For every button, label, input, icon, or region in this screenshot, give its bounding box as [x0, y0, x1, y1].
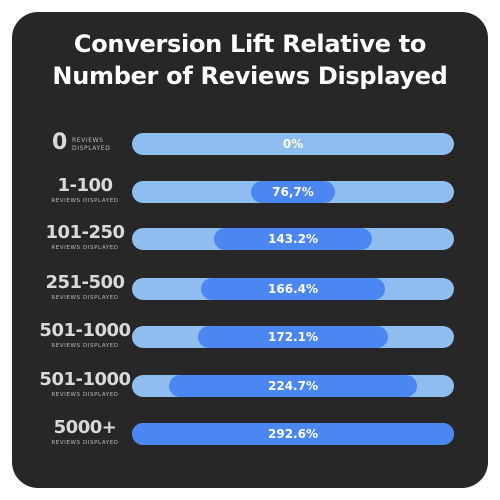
bar-track: 292.6%: [132, 423, 454, 445]
category-tick-label: 0: [52, 130, 67, 155]
category-sublabel: REVIEWS DISPLAYED: [51, 392, 119, 398]
bar-row: 501-1000 REVIEWS DISPLAYED 224.7%: [0, 369, 500, 399]
data-label: 292.6%: [268, 427, 318, 441]
bar: [198, 326, 388, 348]
category-sublabel: REVIEWS DISPLAYED: [51, 198, 119, 204]
chart-title-line-2: Number of Reviews Displayed: [52, 62, 448, 90]
bar: [201, 278, 385, 300]
bar-track: 0%: [132, 133, 454, 155]
bar-row: 5000+ REVIEWS DISPLAYED 292.6%: [0, 417, 500, 447]
category-tick-label: 501-1000: [39, 320, 131, 341]
data-label: 172.1%: [268, 330, 318, 344]
chart-title: Conversion Lift Relative to Number of Re…: [0, 28, 500, 92]
category-label: 101-250 REVIEWS DISPLAYED: [38, 222, 132, 258]
bar-row: 0 REVIEWS DISPLAYED 0%: [0, 132, 500, 157]
category-sublabel: REVIEWS DISPLAYED: [51, 440, 119, 446]
category-label: 5000+ REVIEWS DISPLAYED: [38, 417, 132, 453]
bar-track: 224.7%: [132, 375, 454, 397]
data-label: 0%: [282, 137, 304, 151]
chart-card: [12, 12, 488, 488]
category-label: 251-500 REVIEWS DISPLAYED: [38, 272, 132, 308]
data-label: 166.4%: [268, 282, 318, 296]
bar: [132, 423, 454, 445]
bar-row: 1-100 REVIEWS DISPLAYED 76,7%: [0, 175, 500, 205]
bar: [250, 181, 336, 203]
bar-track: 76,7%: [132, 181, 454, 203]
bar-row: 101-250 REVIEWS DISPLAYED 143.2%: [0, 222, 500, 252]
category-label: 501-1000 REVIEWS DISPLAYED: [38, 369, 132, 405]
category-tick-label: 501-1000: [39, 369, 131, 390]
bar-row: 501-1000 REVIEWS DISPLAYED 172.1%: [0, 320, 500, 350]
bar-track: 166.4%: [132, 278, 454, 300]
data-label: 76,7%: [272, 185, 314, 199]
data-label: 224.7%: [268, 379, 318, 393]
category-tick-label: 101-250: [45, 222, 125, 243]
category-tick-label: 251-500: [45, 272, 125, 293]
category-label: 0 REVIEWS DISPLAYED: [38, 127, 132, 163]
data-label: 143.2%: [268, 232, 318, 246]
bar-row: 251-500 REVIEWS DISPLAYED 166.4%: [0, 272, 500, 302]
chart-title-line-1: Conversion Lift Relative to: [73, 30, 427, 58]
category-sublabel: REVIEWS DISPLAYED: [72, 137, 111, 152]
bar-track: 172.1%: [132, 326, 454, 348]
category-sublabel: REVIEWS DISPLAYED: [51, 245, 119, 251]
category-sublabel: REVIEWS DISPLAYED: [51, 343, 119, 349]
category-tick-label: 5000+: [53, 417, 117, 438]
bar: [169, 375, 417, 397]
bar-track: 143.2%: [132, 228, 454, 250]
category-sublabel: REVIEWS DISPLAYED: [51, 295, 119, 301]
bar: [214, 228, 372, 250]
category-label: 501-1000 REVIEWS DISPLAYED: [38, 320, 132, 356]
category-label: 1-100 REVIEWS DISPLAYED: [38, 175, 132, 211]
category-tick-label: 1-100: [57, 175, 113, 196]
